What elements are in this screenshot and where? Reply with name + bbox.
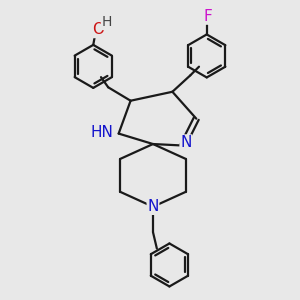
- Text: HN: HN: [90, 124, 113, 140]
- Text: F: F: [204, 9, 213, 24]
- Text: O: O: [92, 22, 104, 38]
- Text: N: N: [180, 135, 191, 150]
- Text: N: N: [147, 199, 159, 214]
- Text: H: H: [101, 16, 112, 29]
